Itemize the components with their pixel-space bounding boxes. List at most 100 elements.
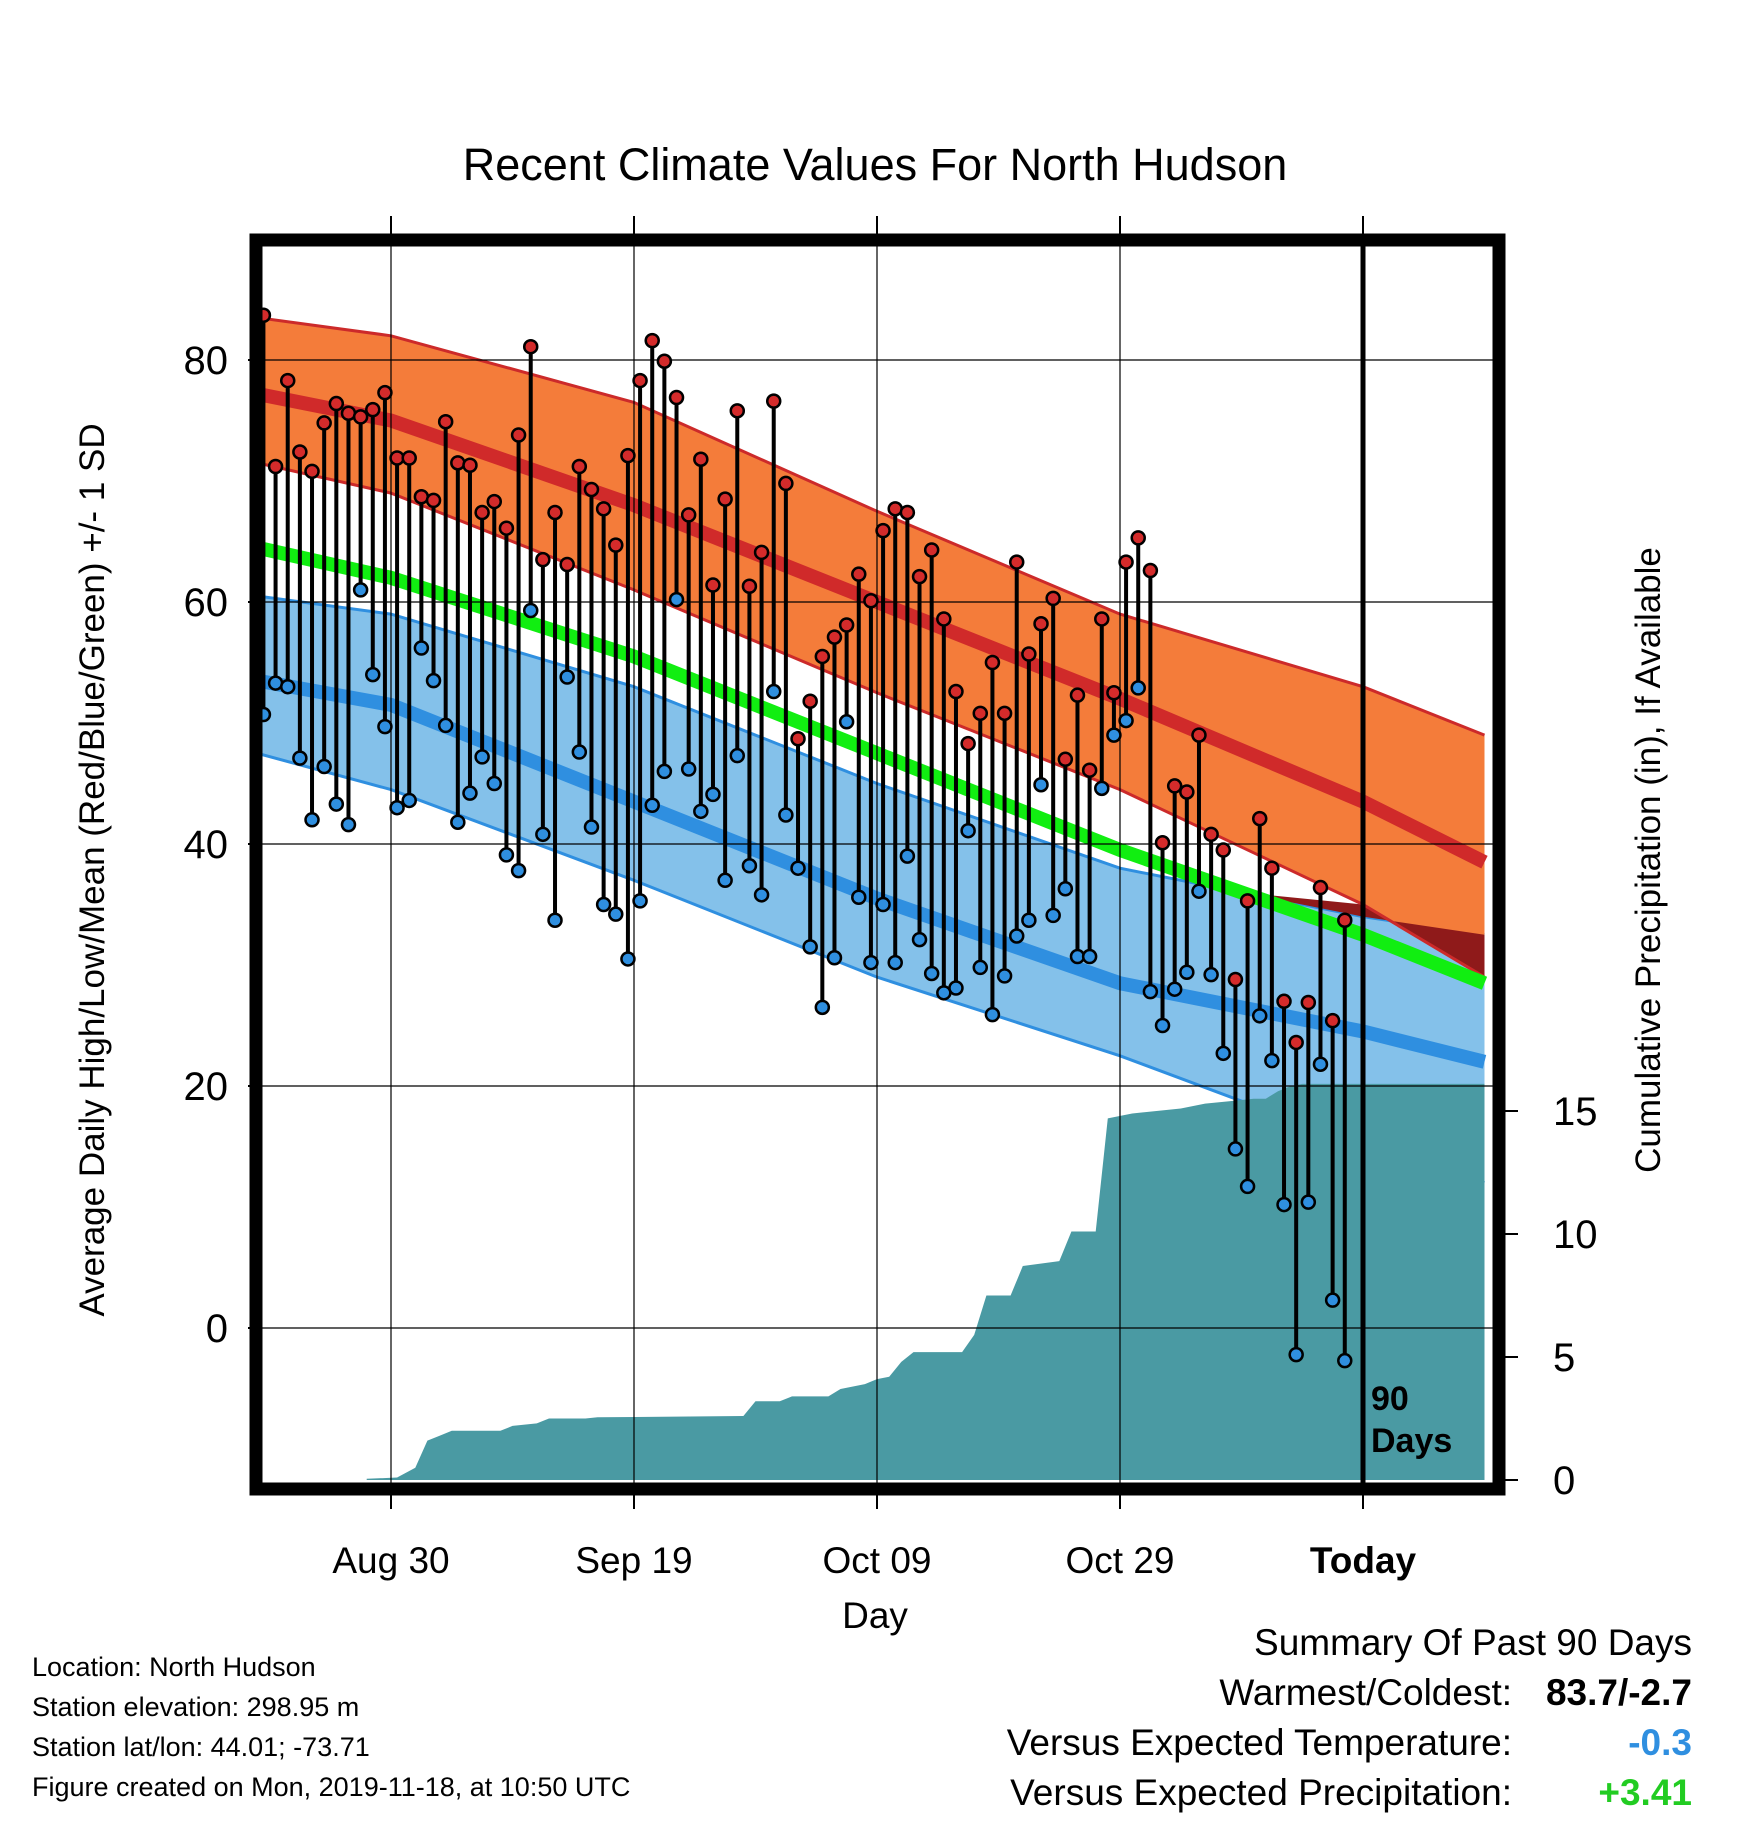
latlon-text: Station lat/lon: 44.01; -73.71 bbox=[32, 1732, 370, 1762]
y-tick-label: 20 bbox=[184, 1065, 229, 1109]
y-tick-label: 60 bbox=[184, 581, 229, 625]
daily-low-point bbox=[778, 807, 794, 823]
daily-low-point bbox=[510, 862, 527, 879]
daily-high-point bbox=[644, 332, 660, 349]
daily-low-point bbox=[1276, 1196, 1292, 1213]
daily-high-point bbox=[1130, 530, 1146, 546]
daily-high-point bbox=[838, 617, 855, 633]
daily-low-point bbox=[559, 669, 575, 685]
daily-low-point bbox=[960, 822, 976, 839]
daily-high-point bbox=[1106, 685, 1122, 701]
daily-high-point bbox=[814, 648, 831, 665]
daily-low-point bbox=[365, 666, 381, 683]
y-tick-label: 80 bbox=[184, 339, 229, 383]
summary-title: Summary Of Past 90 Days bbox=[1254, 1622, 1692, 1663]
summary-temp-row: Versus Expected Temperature: -0.3 bbox=[1007, 1722, 1692, 1764]
y-tick-label: 0 bbox=[206, 1307, 228, 1351]
daily-high-point bbox=[1312, 879, 1329, 896]
daily-high-point bbox=[960, 735, 976, 752]
daily-low-point bbox=[340, 816, 357, 833]
daily-low-point bbox=[717, 872, 733, 889]
plot-inner bbox=[262, 246, 1493, 1483]
y2-tick-label: 5 bbox=[1553, 1336, 1575, 1380]
daily-low-point bbox=[899, 848, 916, 864]
daily-low-point bbox=[437, 717, 454, 734]
daily-low-point bbox=[571, 744, 588, 760]
daily-low-point bbox=[863, 954, 879, 971]
daily-high-point bbox=[486, 493, 503, 510]
daily-low-point bbox=[462, 785, 478, 801]
daily-high-point bbox=[778, 475, 794, 492]
daily-low-point bbox=[262, 706, 272, 723]
daily-low-point bbox=[1033, 776, 1049, 793]
daily-high-point bbox=[1033, 616, 1049, 632]
daily-high-point bbox=[1203, 826, 1219, 843]
daily-high-point bbox=[1288, 1034, 1304, 1051]
daily-low-point bbox=[304, 812, 320, 828]
daily-low-point bbox=[1203, 966, 1219, 983]
daily-low-point bbox=[522, 602, 539, 619]
daily-high-point bbox=[401, 450, 417, 466]
daily-high-point bbox=[1264, 860, 1280, 876]
daily-low-point bbox=[328, 796, 345, 812]
daily-high-point bbox=[863, 593, 879, 609]
daily-low-point bbox=[450, 814, 466, 830]
daily-low-point bbox=[923, 965, 940, 982]
today-marker-label: Days bbox=[1371, 1422, 1452, 1460]
daily-high-point bbox=[911, 568, 928, 585]
daily-high-point bbox=[328, 395, 345, 412]
daily-low-point bbox=[790, 860, 806, 876]
daily-low-point bbox=[1179, 964, 1195, 981]
daily-low-point bbox=[1337, 1352, 1353, 1369]
location-text: Location: North Hudson bbox=[32, 1652, 316, 1682]
daily-high-point bbox=[741, 578, 758, 595]
daily-low-point bbox=[1324, 1292, 1341, 1308]
daily-low-point bbox=[668, 591, 685, 608]
daily-low-point bbox=[316, 758, 332, 775]
daily-low-point bbox=[279, 678, 296, 695]
daily-low-point bbox=[1251, 1008, 1268, 1024]
daily-high-point bbox=[425, 492, 442, 509]
daily-high-point bbox=[1057, 751, 1074, 768]
daily-high-point bbox=[1021, 646, 1037, 662]
daily-high-point bbox=[948, 683, 964, 700]
daily-low-point bbox=[620, 951, 636, 967]
daily-high-point bbox=[1191, 727, 1207, 743]
daily-low-point bbox=[1142, 983, 1159, 1000]
daily-high-point bbox=[510, 427, 527, 443]
daily-high-point bbox=[1045, 590, 1061, 607]
daily-high-point bbox=[279, 372, 296, 389]
daily-low-point bbox=[875, 896, 891, 913]
y2-axis-label: Cumulative Precipitation (in), If Availa… bbox=[1629, 547, 1668, 1173]
daily-low-point bbox=[352, 582, 369, 598]
daily-low-point bbox=[972, 959, 989, 976]
daily-low-point bbox=[1021, 912, 1037, 928]
daily-high-point bbox=[875, 522, 891, 539]
daily-low-point bbox=[1288, 1346, 1304, 1363]
daily-low-point bbox=[887, 954, 903, 971]
daily-low-point bbox=[1057, 881, 1074, 897]
created-text: Figure created on Mon, 2019-11-18, at 10… bbox=[32, 1772, 631, 1802]
y2-tick-label: 0 bbox=[1553, 1459, 1575, 1503]
daily-low-point bbox=[1045, 907, 1061, 924]
precip-value: +3.41 bbox=[1598, 1772, 1692, 1813]
x-tick-label: Aug 30 bbox=[332, 1540, 449, 1581]
daily-high-point bbox=[1008, 554, 1025, 570]
daily-high-point bbox=[352, 409, 369, 425]
daily-high-point bbox=[765, 393, 782, 409]
daily-low-point bbox=[535, 826, 551, 843]
daily-low-point bbox=[1130, 680, 1146, 696]
temp-value: -0.3 bbox=[1628, 1722, 1692, 1763]
daily-high-point bbox=[851, 566, 867, 582]
daily-high-point bbox=[826, 629, 843, 645]
daily-low-point bbox=[1081, 948, 1098, 965]
daily-low-point bbox=[1312, 1056, 1329, 1072]
today-marker-label: 90 bbox=[1371, 1380, 1409, 1418]
daily-high-point bbox=[1118, 554, 1134, 570]
daily-low-point bbox=[547, 912, 563, 928]
daily-high-point bbox=[1215, 842, 1232, 858]
daily-high-point bbox=[632, 372, 648, 389]
daily-low-point bbox=[1118, 712, 1134, 729]
daily-high-point bbox=[450, 455, 466, 471]
daily-low-point bbox=[498, 847, 515, 863]
